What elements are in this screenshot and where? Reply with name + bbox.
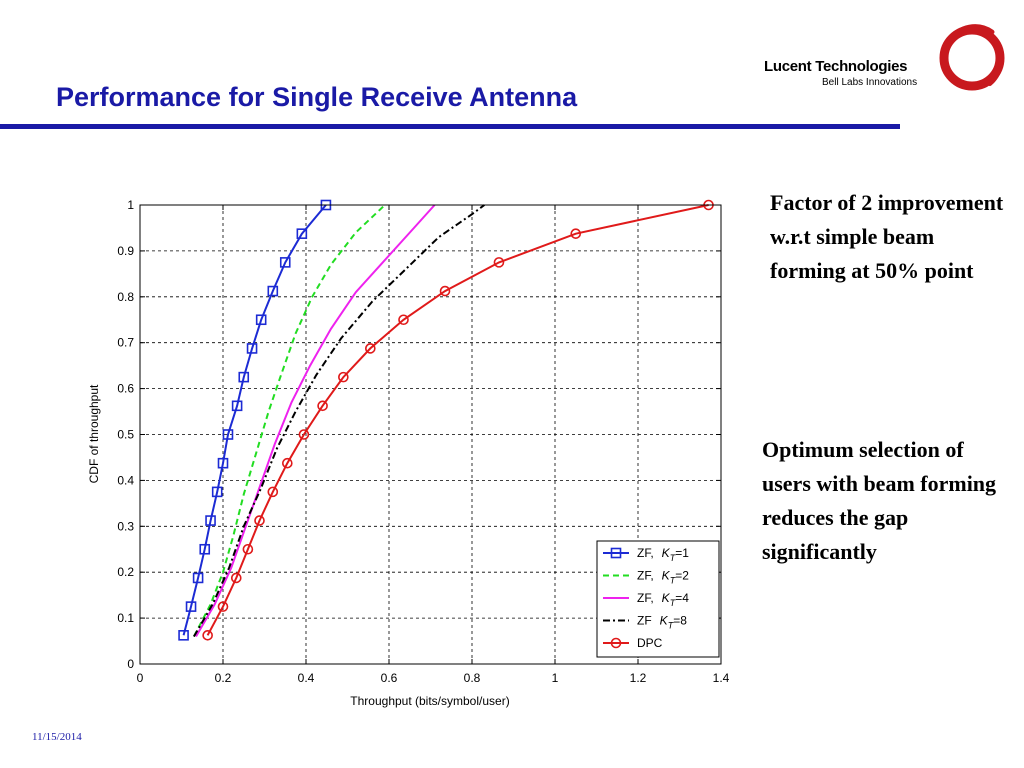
lucent-logo: Lucent Technologies Bell Labs Innovation…	[760, 18, 1020, 98]
data-point-circle	[230, 572, 242, 584]
slide-title: Performance for Single Receive Antenna	[56, 82, 578, 112]
series-line-3	[195, 204, 436, 638]
x-tick-label: 0.8	[464, 671, 481, 685]
note-factor-improvement: Factor of 2 improvement w.r.t simple bea…	[770, 190, 1004, 283]
y-tick-label: 0.6	[117, 382, 134, 396]
data-point-square	[185, 601, 197, 612]
grid-lines	[140, 205, 721, 664]
data-point-square	[222, 429, 234, 440]
data-point-circle	[217, 601, 229, 612]
data-point-square	[211, 486, 223, 498]
data-point-square	[238, 371, 250, 383]
y-tick-label: 0.8	[117, 290, 134, 304]
data-point-circle	[493, 257, 505, 268]
logo-tagline: Bell Labs Innovations	[822, 77, 918, 88]
y-tick-label: 0.1	[117, 611, 134, 625]
legend-label-1: ZF, KT=1	[637, 546, 689, 563]
series-line-5	[206, 204, 709, 636]
axis-ticks: 0 0.2 0.4 0.6 0.8 1 1.2 1.4 0 0.1 0.2 0.3 0.4 0.5 0.6 0…	[117, 198, 729, 685]
data-point-circle	[338, 371, 349, 383]
data-point-circle	[298, 429, 310, 440]
data-point-circle	[570, 228, 582, 239]
data-point-circle	[267, 486, 279, 498]
x-tick-label: 1.4	[713, 671, 730, 685]
data-point-circle	[439, 285, 451, 297]
series-line-1	[182, 204, 327, 636]
data-point-square	[246, 343, 258, 354]
y-axis-label: CDF of throughput	[87, 384, 101, 483]
data-point-circle	[282, 457, 293, 469]
y-tick-label: 0.7	[117, 336, 134, 350]
x-tick-label: 0.6	[381, 671, 398, 685]
data-point-circle	[242, 543, 254, 555]
y-tick-label: 1	[127, 198, 134, 212]
data-point-square	[296, 228, 308, 239]
series-line-2	[193, 204, 386, 637]
legend-label-4: ZF KT=8	[637, 614, 687, 631]
y-tick-label: 0.4	[117, 473, 134, 487]
data-point-square	[199, 543, 211, 555]
data-point-square	[279, 257, 291, 268]
x-tick-label: 1.2	[630, 671, 647, 685]
data-point-circle	[365, 343, 376, 354]
x-tick-label: 1	[552, 671, 559, 685]
x-tick-label: 0.2	[215, 671, 232, 685]
data-point-circle	[254, 515, 265, 526]
title-divider	[0, 124, 900, 129]
logo-company-name: Lucent Technologies	[764, 58, 908, 75]
data-series	[178, 199, 714, 641]
data-point-square	[205, 515, 216, 526]
data-point-square	[217, 457, 229, 469]
legend-label-3: ZF, KT=4	[637, 591, 689, 608]
plot-frame	[139, 204, 722, 665]
y-tick-label: 0.5	[117, 428, 134, 442]
data-point-square	[192, 572, 204, 584]
series-line-4	[193, 204, 485, 638]
y-tick-label: 0.2	[117, 565, 134, 579]
note-optimum-selection: Optimum selection of users with beam for…	[762, 437, 997, 564]
lucent-ring-icon	[939, 24, 1005, 91]
data-point-square	[267, 285, 279, 297]
x-tick-label: 0.4	[298, 671, 315, 685]
data-point-square	[231, 400, 243, 412]
data-point-circle	[398, 314, 409, 326]
chart-legend: ZF, KT=1 ZF, KT=2 ZF, KT=4 ZF KT=8 DPC	[596, 540, 720, 658]
legend-label-5: DPC	[637, 636, 663, 650]
legend-label-2: ZF, KT=2	[637, 569, 689, 586]
data-point-square	[610, 547, 622, 559]
data-point-square	[178, 630, 189, 641]
data-point-circle	[317, 400, 328, 412]
y-tick-label: 0.3	[117, 519, 134, 533]
data-point-square	[255, 314, 267, 326]
data-point-circle	[610, 637, 622, 649]
y-tick-label: 0	[127, 657, 134, 671]
y-tick-label: 0.9	[117, 244, 134, 258]
data-point-circle	[202, 630, 213, 641]
x-tick-label: 0	[137, 671, 144, 685]
slide-date: 11/15/2014	[32, 731, 82, 743]
x-axis-label: Throughput (bits/symbol/user)	[350, 694, 509, 708]
